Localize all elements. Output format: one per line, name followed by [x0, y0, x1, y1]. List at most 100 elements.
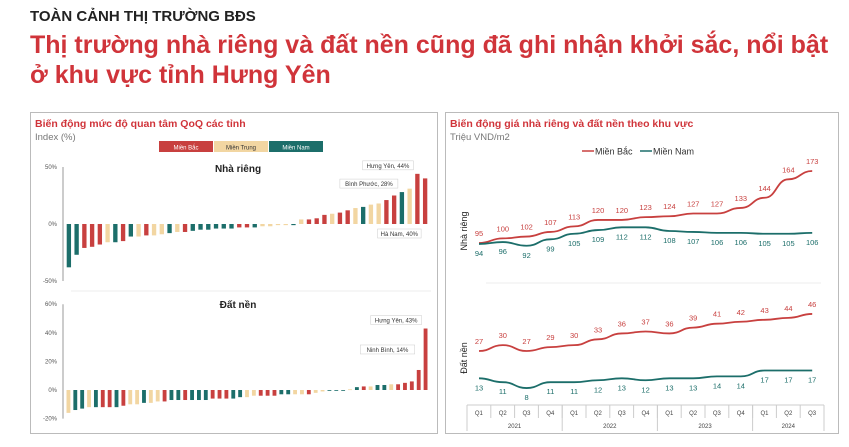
x-tick-label: Q4 — [641, 411, 650, 417]
data-label: 105 — [568, 239, 581, 248]
y-tick-label: -50% — [43, 279, 58, 285]
interest-bar-chart: Biến động mức độ quan tâm QoQ các tỉnh In… — [35, 118, 431, 423]
bar — [382, 384, 387, 390]
bar — [244, 224, 250, 228]
bar — [275, 224, 281, 226]
price-chart-panel: Biến động giá nhà riêng và đất nền theo … — [445, 112, 839, 434]
bar — [376, 203, 381, 224]
bar — [283, 224, 288, 226]
bar — [293, 390, 297, 395]
bar — [121, 390, 126, 406]
y-tick-label: 40% — [45, 331, 58, 337]
bar — [272, 390, 277, 396]
data-label: 127 — [687, 199, 700, 208]
panel-y-label: Nhà riêng — [459, 211, 469, 250]
bar — [175, 224, 180, 232]
panel-title: Đất nền — [220, 299, 257, 311]
bar — [306, 219, 312, 224]
bar — [409, 381, 414, 390]
bar — [268, 224, 273, 227]
data-label: 95 — [475, 229, 483, 238]
bar — [114, 390, 119, 408]
year-label: 2022 — [603, 424, 617, 430]
bar — [80, 390, 85, 409]
bar — [155, 390, 160, 402]
data-label: 27 — [522, 337, 530, 346]
data-label: 30 — [499, 331, 507, 340]
bar — [279, 390, 284, 395]
data-label: 11 — [499, 387, 507, 396]
year-label: 2021 — [508, 424, 522, 430]
data-label: 27 — [475, 337, 483, 346]
annotation-box — [377, 228, 422, 239]
data-label: 106 — [711, 238, 724, 247]
bar — [224, 390, 229, 399]
bar — [361, 386, 366, 390]
data-label: 94 — [475, 249, 483, 258]
bar — [136, 224, 141, 237]
x-tick-label: Q2 — [689, 411, 698, 417]
data-label: 44 — [784, 304, 792, 313]
x-tick-label: Q4 — [737, 411, 746, 417]
annotation-box — [360, 344, 415, 355]
bar — [265, 390, 270, 396]
bar — [354, 387, 359, 390]
data-label: 39 — [689, 314, 697, 323]
data-label: 17 — [784, 376, 792, 385]
annotation-label: Hưng Yên, 43% — [375, 319, 418, 325]
panel-y-label: Đất nền — [459, 342, 469, 374]
bar — [353, 208, 358, 224]
bar — [368, 386, 373, 390]
data-label: 107 — [544, 218, 557, 227]
bar — [97, 224, 103, 245]
data-label: 11 — [570, 387, 578, 396]
data-label: 106 — [806, 238, 819, 247]
data-label: 173 — [806, 157, 819, 166]
bar — [286, 390, 291, 395]
annotation-label: Hưng Yên, 44% — [367, 164, 410, 170]
bar — [142, 390, 146, 403]
series-line — [478, 226, 813, 247]
bar — [258, 390, 263, 396]
bar — [396, 384, 401, 390]
bar — [183, 390, 188, 401]
page-title: Thị trường nhà riêng và đất nền cũng đã … — [30, 31, 829, 89]
bar — [182, 224, 188, 232]
bar — [176, 390, 181, 401]
data-label: 43 — [760, 306, 768, 315]
annotation-label: Bình Phước, 28% — [345, 182, 393, 188]
x-tick-label: Q3 — [618, 411, 627, 417]
data-label: 123 — [639, 203, 652, 212]
bar — [162, 390, 167, 402]
bar — [221, 224, 226, 229]
data-label: 17 — [808, 376, 816, 385]
bar — [341, 390, 346, 391]
bar — [128, 224, 133, 237]
bar — [93, 390, 98, 408]
bar — [407, 188, 412, 224]
x-tick-label: Q1 — [665, 411, 674, 417]
data-label: 12 — [641, 385, 649, 394]
data-label: 113 — [568, 212, 580, 221]
bar — [299, 219, 304, 224]
bar — [337, 212, 343, 224]
bar — [306, 390, 311, 395]
data-label: 109 — [592, 235, 605, 244]
price-line-chart: Biến động giá nhà riêng và đất nền theo … — [450, 118, 825, 431]
y-tick-label: -20% — [43, 417, 58, 423]
bar — [128, 390, 133, 405]
bar — [231, 390, 236, 399]
legend-swatch — [159, 141, 213, 152]
data-label: 36 — [618, 319, 626, 328]
data-label: 133 — [735, 194, 748, 203]
y-tick-label: 50% — [45, 165, 58, 171]
data-label: 41 — [713, 310, 721, 319]
bar — [384, 200, 389, 224]
panel-title: Nhà riêng — [215, 164, 261, 175]
year-label: 2023 — [698, 424, 712, 430]
bar — [203, 390, 208, 401]
bar — [391, 195, 397, 224]
bar — [74, 224, 79, 255]
bar — [144, 224, 149, 236]
bar — [198, 224, 203, 230]
